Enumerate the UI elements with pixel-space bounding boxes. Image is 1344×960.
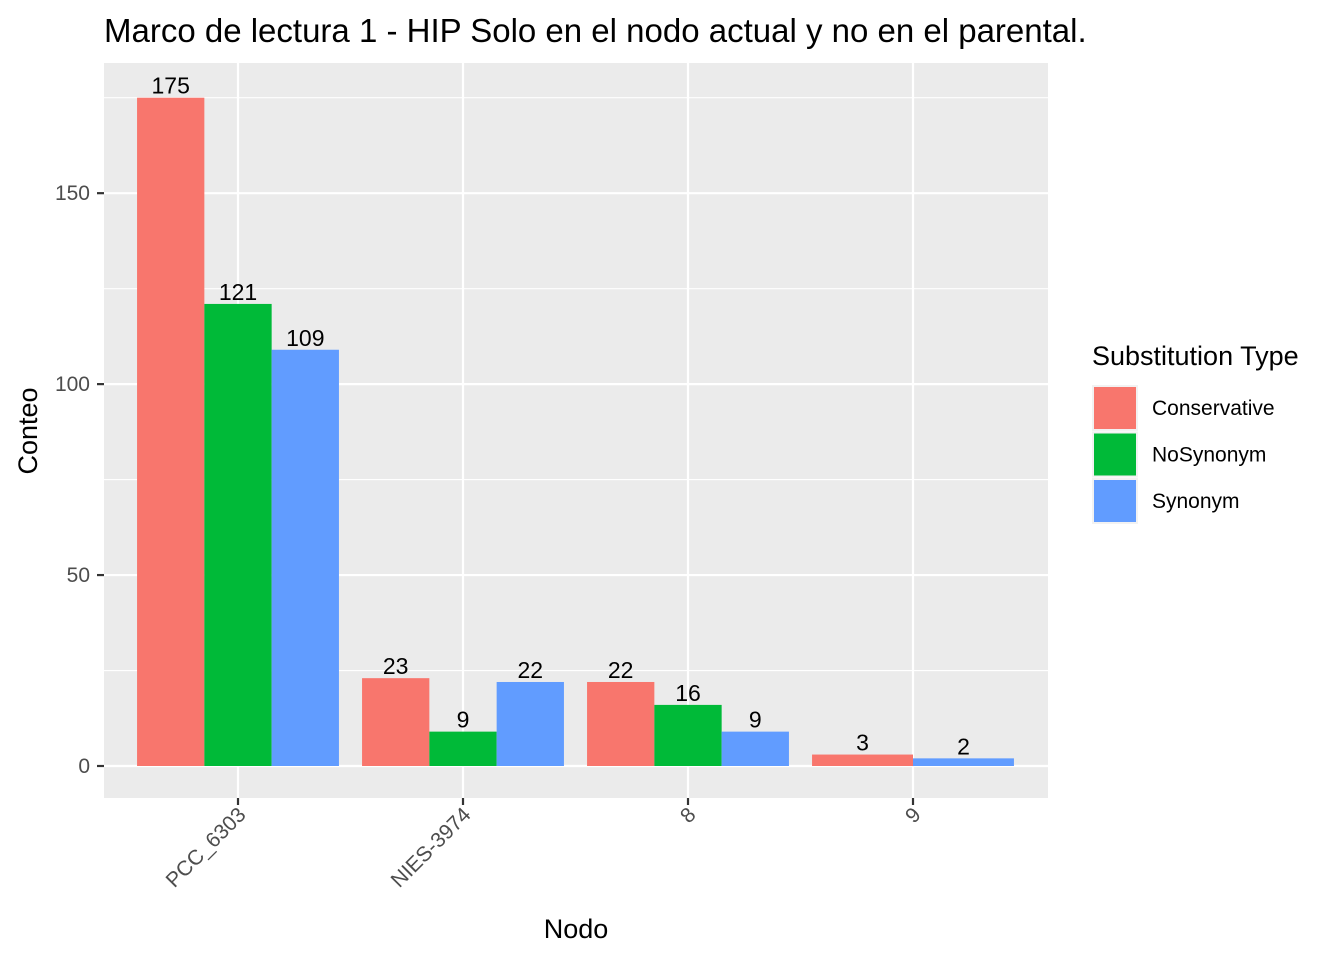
major-gridlines: [104, 63, 1048, 798]
bar: [654, 704, 722, 766]
y-tick-label: 100: [55, 373, 90, 396]
bar: [204, 303, 272, 766]
y-tick-label: 0: [78, 755, 90, 778]
bar: [913, 758, 1014, 766]
bar-value-label: 2: [957, 733, 970, 759]
bar: [429, 731, 497, 766]
bar-value-label: 9: [749, 707, 762, 733]
legend-title: Substitution Type: [1092, 341, 1299, 371]
legend-label: NoSynonym: [1152, 444, 1266, 467]
bar-value-label: 16: [675, 680, 701, 706]
legend-swatch: [1094, 387, 1136, 429]
bar-value-label: 3: [856, 730, 869, 756]
y-tick-label: 150: [55, 182, 90, 205]
y-tick-label: 50: [67, 564, 90, 587]
bar: [496, 681, 564, 766]
legend-swatch: [1094, 480, 1136, 522]
bar: [587, 681, 655, 766]
x-tick-label: NIES-3974: [387, 803, 476, 892]
y-axis-title: Conteo: [13, 387, 43, 474]
legend: Substitution Type Conservative NoSynonym S…: [1092, 341, 1299, 524]
bar-value-label: 121: [219, 279, 257, 305]
x-axis-title: Nodo: [544, 914, 609, 944]
x-tick-label: 8: [676, 803, 701, 828]
y-axis: 0 50 100 150: [55, 182, 104, 778]
bar-labels: 175 121 109 23 9 22 22 16 9 3 2: [152, 73, 970, 760]
bar: [812, 754, 913, 766]
bar-value-label: 22: [608, 657, 634, 683]
x-axis: PCC_6303 NIES-3974 8 9: [162, 798, 926, 892]
chart-title: Marco de lectura 1 - HIP Solo en el nodo…: [104, 12, 1087, 49]
bar: [271, 349, 339, 766]
bar: [362, 678, 430, 766]
legend-items: Conservative NoSynonym Synonym: [1092, 385, 1275, 524]
bar-value-label: 109: [286, 325, 324, 351]
legend-label: Conservative: [1152, 397, 1275, 420]
bar-value-label: 175: [152, 73, 190, 99]
legend-label: Synonym: [1152, 490, 1240, 513]
x-tick-label: 9: [901, 803, 926, 828]
bar-value-label: 22: [518, 657, 544, 683]
bar-value-label: 23: [383, 653, 409, 679]
bar: [721, 731, 789, 766]
bars: [137, 97, 1014, 766]
bar-value-label: 9: [457, 707, 470, 733]
x-tick-label: PCC_6303: [162, 803, 251, 892]
bar: [137, 97, 205, 766]
legend-swatch: [1094, 433, 1136, 476]
